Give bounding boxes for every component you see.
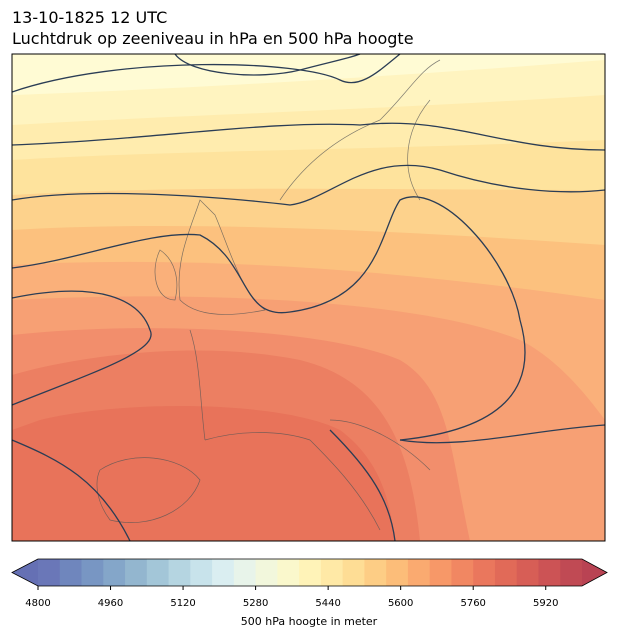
- colorbar-tick-label: 5920: [533, 598, 558, 609]
- colorbar-segment: [168, 559, 191, 586]
- colorbar-segment: [212, 559, 235, 586]
- colorbar-segment: [342, 559, 365, 586]
- colorbar: 4800 4960 5120 5280 5440 5600 5760 5920: [11, 558, 608, 609]
- colorbar-segment: [407, 559, 431, 586]
- subtitle: Luchtdruk op zeeniveau in hPa en 500 hPa…: [12, 29, 414, 48]
- colorbar-segment: [190, 559, 213, 586]
- colorbar-segment: [429, 559, 452, 586]
- colorbar-extend-low: [12, 559, 38, 586]
- colorbar-segment: [59, 559, 83, 586]
- colorbar-segment: [560, 559, 583, 586]
- colorbar-tick-label: 5760: [460, 598, 485, 609]
- title: 13-10-1825 12 UTC: [12, 8, 168, 27]
- colorbar-segment: [255, 559, 278, 586]
- colorbar-segment: [364, 559, 387, 586]
- colorbar-frame: [11, 558, 608, 587]
- colorbar-segment: [494, 559, 518, 586]
- colorbar-tick-label: 5120: [170, 598, 195, 609]
- colorbar-label: 500 hPa hoogte in meter: [241, 615, 378, 628]
- colorbar-segment: [81, 559, 104, 586]
- map-frame: [11, 53, 606, 542]
- colorbar-tick-label: 5600: [388, 598, 413, 609]
- colorbar-segment: [277, 559, 300, 586]
- colorbar-segment: [386, 559, 409, 586]
- colorbar-segment: [125, 559, 148, 586]
- colorbar-segment: [538, 559, 561, 586]
- isobars: [12, 54, 605, 541]
- colorbar-tick-label: 4960: [98, 598, 123, 609]
- map: [12, 54, 605, 541]
- colorbar-segment: [320, 559, 344, 586]
- colorbar-extend-high: [582, 559, 607, 586]
- colorbar-segment: [473, 559, 496, 586]
- colorbar-segment: [103, 559, 126, 586]
- colorbar-tick-label: 5440: [315, 598, 340, 609]
- colorbar-tick-label: 5280: [243, 598, 268, 609]
- colorbar-segment: [451, 559, 474, 586]
- colorbar-segment: [233, 559, 257, 586]
- colorbar-segment: [38, 559, 61, 586]
- colorbar-segment: [299, 559, 322, 586]
- colorbar-tick-label: 4800: [25, 598, 50, 609]
- coastlines: [96, 59, 441, 531]
- colorbar-segment: [516, 559, 539, 586]
- colorbar-segment: [146, 559, 170, 586]
